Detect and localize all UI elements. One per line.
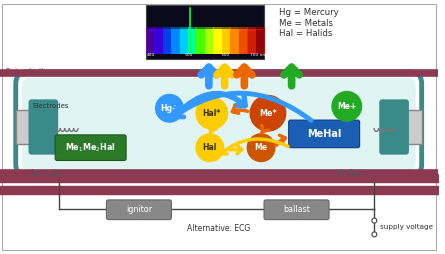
Circle shape [250,96,286,131]
Circle shape [196,134,224,162]
Bar [239,29,247,54]
Bar [255,26,264,31]
Bar [171,26,180,31]
FancyBboxPatch shape [380,100,408,154]
Text: Hal = Halids: Hal = Halids [279,29,332,38]
Bar [222,26,231,31]
Text: supply voltage: supply voltage [380,225,433,230]
FancyBboxPatch shape [264,200,329,220]
Bar [163,29,172,54]
Circle shape [372,232,377,237]
Text: Hg = Mercury: Hg = Mercury [279,8,339,17]
Text: Electrodes: Electrodes [32,103,69,109]
Text: 600: 600 [222,53,230,57]
Text: Me = Metals: Me = Metals [279,19,333,28]
Text: Me: Me [255,143,267,152]
Bar [197,29,206,54]
Circle shape [332,91,362,121]
Text: 700 nm: 700 nm [250,53,267,57]
FancyBboxPatch shape [29,100,57,154]
Bar [247,29,256,54]
Text: Outer bulb: Outer bulb [5,68,46,77]
Text: 400: 400 [147,53,155,57]
FancyBboxPatch shape [22,78,416,170]
Circle shape [156,94,183,122]
Bar [255,29,264,54]
Bar [222,29,231,54]
Text: ballast: ballast [283,205,310,214]
Bar [163,26,172,31]
Text: Me$_1$Me$_2$Hal: Me$_1$Me$_2$Hal [65,141,116,154]
Circle shape [196,98,227,129]
Bar [230,29,239,54]
Bar [154,26,163,31]
Circle shape [247,134,275,162]
Bar [213,29,222,54]
Bar [16,110,32,144]
Bar [171,29,180,54]
Text: Me*: Me* [259,109,277,118]
Bar [205,26,214,31]
Bar [230,26,239,31]
FancyBboxPatch shape [16,72,422,176]
Bar [406,110,422,144]
Bar [154,29,163,54]
Bar [180,29,189,54]
Text: ignitor: ignitor [126,205,152,214]
Text: Mo-Foils: Mo-Foils [335,169,366,178]
Bar [188,26,197,31]
Text: Hal*: Hal* [202,109,221,118]
Bar [188,29,197,54]
Text: Me+: Me+ [337,102,356,111]
FancyBboxPatch shape [106,200,171,220]
Circle shape [372,218,377,223]
Text: Hg+: Hg+ [160,104,178,113]
Bar [146,26,155,31]
Bar [197,26,206,31]
Text: MeHal: MeHal [307,129,341,139]
FancyBboxPatch shape [289,120,360,148]
Bar [239,26,247,31]
Bar [213,26,222,31]
Text: Hal: Hal [202,143,217,152]
FancyBboxPatch shape [55,135,126,161]
Bar [146,29,155,54]
Text: 500: 500 [185,53,193,57]
Bar [180,26,189,31]
Text: Alternative: ECG: Alternative: ECG [187,224,251,233]
Bar [205,29,214,54]
Bar [247,26,256,31]
Bar [146,5,264,59]
Text: Arc tube: Arc tube [29,169,62,178]
